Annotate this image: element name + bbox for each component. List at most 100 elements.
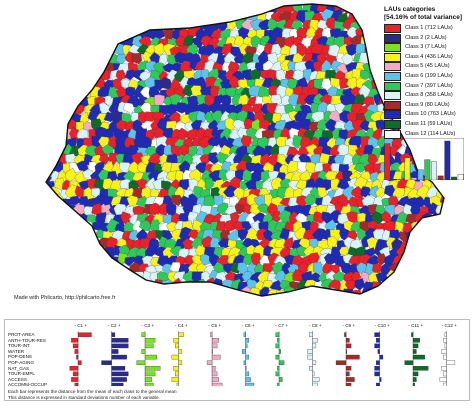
lau-polygon: [163, 43, 176, 57]
profile-bar: [376, 360, 380, 365]
lau-polygon: [327, 44, 341, 58]
profile-bar: [439, 377, 447, 382]
profile-header: - C9 +: [342, 323, 355, 328]
lau-polygon: [119, 178, 131, 190]
legend-label: Class 4 (436 LAUs): [405, 53, 453, 60]
legend-label: Class 5 (45 LAUs): [405, 63, 450, 70]
lau-polygon: [242, 168, 254, 182]
profile-bar: [178, 360, 183, 365]
lau-polygon: [353, 162, 367, 173]
profile-bar: [111, 343, 129, 349]
profile-header: - C4 +: [175, 323, 188, 328]
credit-text: Made with Philcarto, http://philcarto.fr…: [14, 295, 116, 301]
profile-bar: [345, 338, 350, 343]
profile-bar: [245, 377, 251, 382]
profile-bar: [111, 382, 124, 386]
legend-swatch: [384, 120, 401, 129]
profile-bar: [69, 366, 79, 371]
profile-bar: [312, 360, 317, 365]
legend-item: Class 7 (397 LAUs): [384, 81, 474, 93]
profile-bar: [275, 354, 280, 360]
variable-label: POP-AGING: [8, 359, 35, 365]
variable-label: WATER: [8, 348, 25, 354]
lau-polygon: [283, 237, 294, 250]
profile-bar: [111, 332, 116, 337]
legend-title: LAUs categories [54.16% of total varianc…: [384, 6, 462, 22]
legend-swatch: [384, 33, 401, 43]
profile-bar: [278, 349, 281, 354]
histogram-bar: [411, 177, 417, 180]
profile-bar: [444, 332, 447, 337]
profile-bar: [111, 349, 119, 354]
profile-bar: [412, 354, 425, 360]
profile-bar: [176, 382, 179, 386]
profile-bar: [441, 366, 447, 371]
profile-bar: [374, 343, 380, 349]
lau-polygon: [384, 204, 396, 216]
lau-polygon: [271, 210, 282, 223]
legend-swatch: [384, 62, 401, 72]
profile-bar: [379, 377, 382, 382]
profile-header: - C6 +: [242, 323, 255, 328]
lau-polygon: [169, 93, 183, 106]
lau-polygon: [262, 263, 274, 274]
profile-bar: [211, 377, 219, 382]
profile-bar: [71, 377, 79, 382]
profile-bar: [101, 360, 112, 365]
profile-bar: [374, 366, 380, 371]
lau-polygon: [357, 153, 372, 166]
profile-header: - C2 +: [108, 323, 121, 328]
profile-bar: [441, 349, 447, 354]
profile-bar: [345, 382, 352, 386]
profile-bar: [309, 366, 313, 371]
profile-bar: [211, 366, 216, 371]
lau-polygon: [234, 203, 246, 215]
profile-bar: [412, 371, 419, 377]
profile-bar: [111, 366, 126, 371]
profile-bar: [412, 338, 420, 343]
legend-item: Class 4 (436 LAUs): [384, 52, 474, 64]
lau-polygon: [158, 53, 168, 65]
lau-polygon: [339, 77, 351, 89]
legend-label: Class 1 (712 LAUs): [405, 25, 453, 31]
lau-polygon: [67, 195, 82, 206]
profile-bar: [74, 349, 79, 354]
legend-label: Class 10 (763 LAUs): [405, 111, 456, 118]
legend-title-line1: LAUs categories: [384, 6, 436, 13]
footnote-line2: This distance is expressed in standard d…: [8, 395, 160, 400]
profile-bar: [171, 354, 179, 360]
variable-label: ACCOMM-OCCUP: [8, 382, 48, 388]
profile-bar: [210, 332, 213, 337]
profile-bar: [144, 354, 157, 360]
legend-label: Class 8 (358 LAUs): [405, 92, 453, 99]
lau-polygon: [332, 270, 345, 283]
legend-item: Class 2 (2 LAUs): [384, 33, 474, 45]
lau-polygon: [305, 26, 317, 38]
profile-bar: [71, 338, 79, 343]
lau-polygon: [330, 77, 342, 88]
profile-bar: [111, 377, 127, 382]
lau-polygon: [224, 117, 235, 132]
profile-bar: [178, 332, 184, 337]
profile-bar: [344, 332, 347, 337]
lau-polygon: [154, 28, 165, 40]
legend-swatch: [384, 72, 401, 81]
profile-bar: [275, 371, 280, 377]
profile-bar: [144, 377, 152, 382]
variable-label: PROT-AREA: [8, 332, 35, 337]
lau-polygon: [93, 195, 106, 207]
variable-label: TOUR-EMPL: [8, 371, 35, 377]
profile-bar: [345, 366, 352, 371]
profile-bar: [345, 354, 360, 360]
lau-polygon: [166, 203, 179, 216]
profile-bar: [211, 382, 223, 386]
footnote-line1: Each bar represents the distance from th…: [8, 389, 177, 394]
histogram-frame: [384, 138, 464, 180]
legend-item: Class 1 (712 LAUs): [384, 24, 474, 35]
lau-polygon: [270, 43, 284, 56]
footnote: Each bar represents the distance from th…: [8, 389, 177, 401]
profile-bar: [245, 382, 255, 386]
lau-polygon: [139, 238, 151, 250]
profile-bar: [175, 371, 179, 377]
profile-bar: [376, 382, 380, 386]
